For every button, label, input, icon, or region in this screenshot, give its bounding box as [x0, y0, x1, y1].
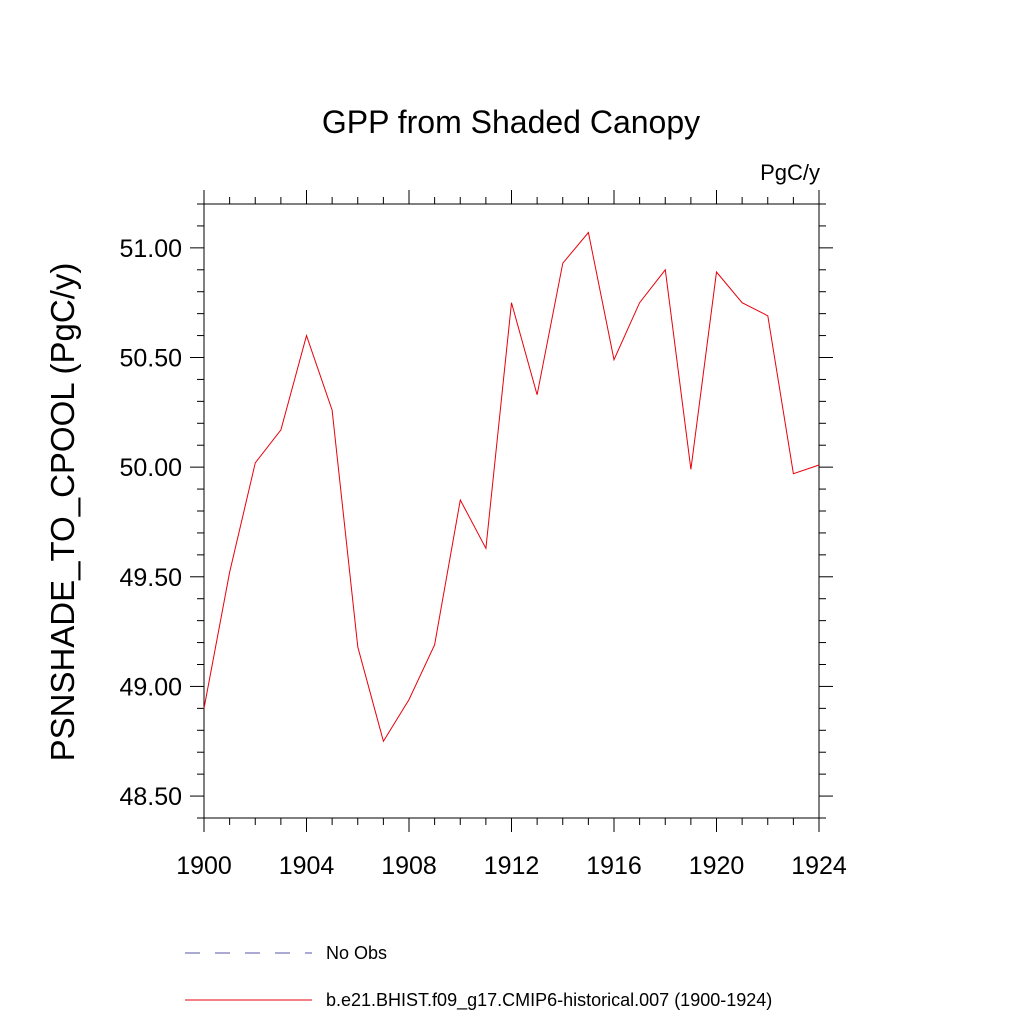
legend: No Obs b.e21.BHIST.f09_g17.CMIP6-histori… [185, 943, 772, 1011]
y-tick-label: 48.50 [119, 783, 182, 811]
series-layer [203, 231, 820, 743]
legend-label-series: b.e21.BHIST.f09_g17.CMIP6-historical.007… [326, 990, 772, 1011]
legend-label-no-obs: No Obs [326, 943, 387, 963]
x-tick-label: 1920 [689, 852, 745, 880]
x-tick-label: 1904 [279, 852, 335, 880]
y-tick-label: 50.00 [119, 454, 182, 482]
x-tick-label: 1912 [484, 852, 540, 880]
y-tick-label: 49.50 [119, 564, 182, 592]
y-tick-label: 50.50 [119, 345, 182, 373]
y-tick-label: 51.00 [119, 235, 182, 263]
x-tick-label: 1900 [176, 852, 232, 880]
series-line-0 [203, 231, 820, 743]
y-axis-label: PSNSHADE_TO_CPOOL (PgC/y) [44, 263, 81, 762]
x-tick-label: 1916 [586, 852, 642, 880]
x-tick-label: 1924 [791, 852, 847, 880]
tick-labels: 1900 1904 1908 1912 1916 1920 1924 48.50 49.00 49… [119, 235, 846, 880]
chart-title: GPP from Shaded Canopy [322, 104, 700, 140]
x-tick-label: 1908 [381, 852, 437, 880]
y-tick-label: 49.00 [119, 673, 182, 701]
units-label: PgC/y [760, 160, 820, 185]
axis-ticks [190, 190, 833, 832]
plot-frame [203, 203, 820, 819]
